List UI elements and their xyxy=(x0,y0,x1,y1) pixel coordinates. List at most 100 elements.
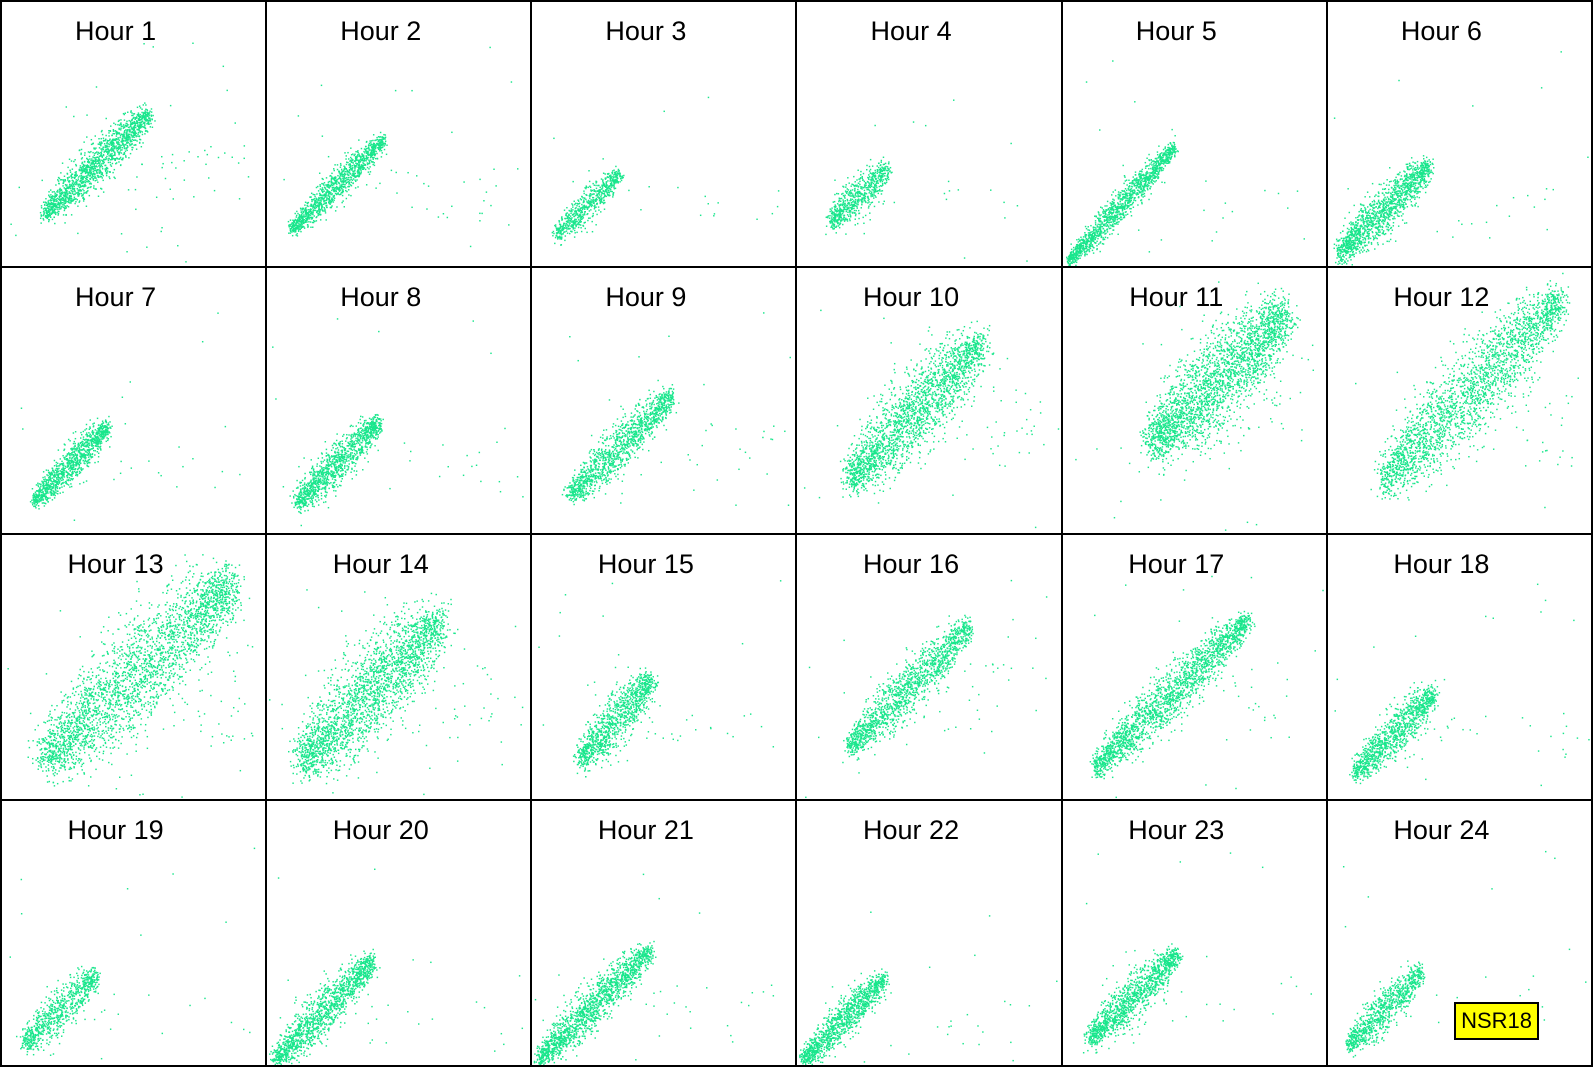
data-point xyxy=(593,190,596,192)
data-point xyxy=(1004,217,1007,219)
data-point xyxy=(72,187,75,190)
data-point xyxy=(121,137,124,140)
data-point xyxy=(127,111,129,113)
data-point xyxy=(1075,256,1077,258)
data-point xyxy=(119,123,122,125)
data-point xyxy=(94,169,97,172)
data-point xyxy=(303,219,306,221)
data-point xyxy=(328,193,330,195)
data-point xyxy=(89,172,91,175)
data-point xyxy=(832,218,834,221)
data-point xyxy=(127,126,130,129)
data-point xyxy=(109,153,111,155)
data-point xyxy=(575,218,578,221)
data-point xyxy=(324,196,327,198)
data-point xyxy=(109,149,112,151)
data-point xyxy=(880,180,882,183)
data-point xyxy=(584,187,587,189)
data-point xyxy=(317,203,320,205)
data-point xyxy=(50,208,53,210)
data-point xyxy=(96,151,98,153)
data-point xyxy=(102,179,104,182)
data-point xyxy=(836,207,839,210)
data-point xyxy=(885,165,888,168)
data-point xyxy=(838,209,840,212)
data-point xyxy=(342,175,344,178)
data-point xyxy=(557,227,560,229)
data-point xyxy=(604,190,607,192)
data-point xyxy=(144,102,146,104)
data-point xyxy=(887,177,889,180)
data-point xyxy=(855,192,857,195)
data-point xyxy=(576,213,579,216)
data-point xyxy=(152,46,154,48)
data-point xyxy=(358,169,360,171)
data-point xyxy=(588,194,591,197)
data-point xyxy=(569,224,571,226)
data-point xyxy=(557,238,559,240)
data-point xyxy=(124,155,127,157)
data-point xyxy=(1100,235,1102,238)
data-point xyxy=(116,158,119,160)
data-point xyxy=(101,168,104,170)
data-point xyxy=(601,197,603,199)
data-point xyxy=(87,186,90,189)
data-point xyxy=(857,190,860,193)
data-point xyxy=(131,136,133,138)
data-point xyxy=(65,214,67,216)
data-point xyxy=(145,108,147,111)
data-point xyxy=(579,215,581,218)
data-point xyxy=(567,221,569,223)
data-point xyxy=(880,178,883,181)
data-point xyxy=(344,185,346,188)
data-point xyxy=(1120,198,1123,200)
data-point xyxy=(291,225,294,228)
data-point xyxy=(325,193,327,195)
data-point xyxy=(559,223,561,225)
data-point xyxy=(79,175,81,177)
data-point xyxy=(564,235,567,237)
data-point xyxy=(854,211,857,214)
data-point xyxy=(136,140,138,142)
data-point xyxy=(115,162,118,164)
data-point xyxy=(299,215,301,217)
data-point xyxy=(333,186,335,189)
data-point xyxy=(845,233,848,235)
data-point xyxy=(53,209,56,212)
data-point xyxy=(581,216,583,218)
data-point xyxy=(128,126,131,128)
data-point xyxy=(602,179,604,181)
data-point xyxy=(608,187,611,190)
data-point xyxy=(113,158,116,160)
data-point xyxy=(463,181,465,183)
data-point xyxy=(65,196,67,198)
data-point xyxy=(379,182,381,185)
data-point xyxy=(620,177,622,180)
data-point xyxy=(309,196,311,198)
data-point xyxy=(343,176,345,178)
data-point xyxy=(840,219,843,222)
data-point xyxy=(67,192,69,195)
data-point xyxy=(1102,227,1104,230)
data-point xyxy=(613,184,615,186)
data-point xyxy=(86,158,89,160)
data-point xyxy=(1114,206,1116,209)
data-point xyxy=(306,218,308,220)
data-point xyxy=(857,222,859,225)
data-point xyxy=(118,124,121,126)
data-point xyxy=(380,141,382,143)
data-point xyxy=(108,155,110,157)
data-point xyxy=(64,199,66,202)
data-point xyxy=(356,159,358,162)
data-point xyxy=(96,172,98,174)
data-point xyxy=(677,186,679,189)
data-point xyxy=(1143,186,1146,188)
data-point xyxy=(319,213,321,216)
data-point xyxy=(358,159,360,162)
data-point xyxy=(382,142,384,145)
data-point xyxy=(598,192,600,195)
data-point xyxy=(161,166,163,169)
data-point xyxy=(848,192,851,194)
data-point xyxy=(132,122,134,125)
data-point xyxy=(869,183,871,185)
